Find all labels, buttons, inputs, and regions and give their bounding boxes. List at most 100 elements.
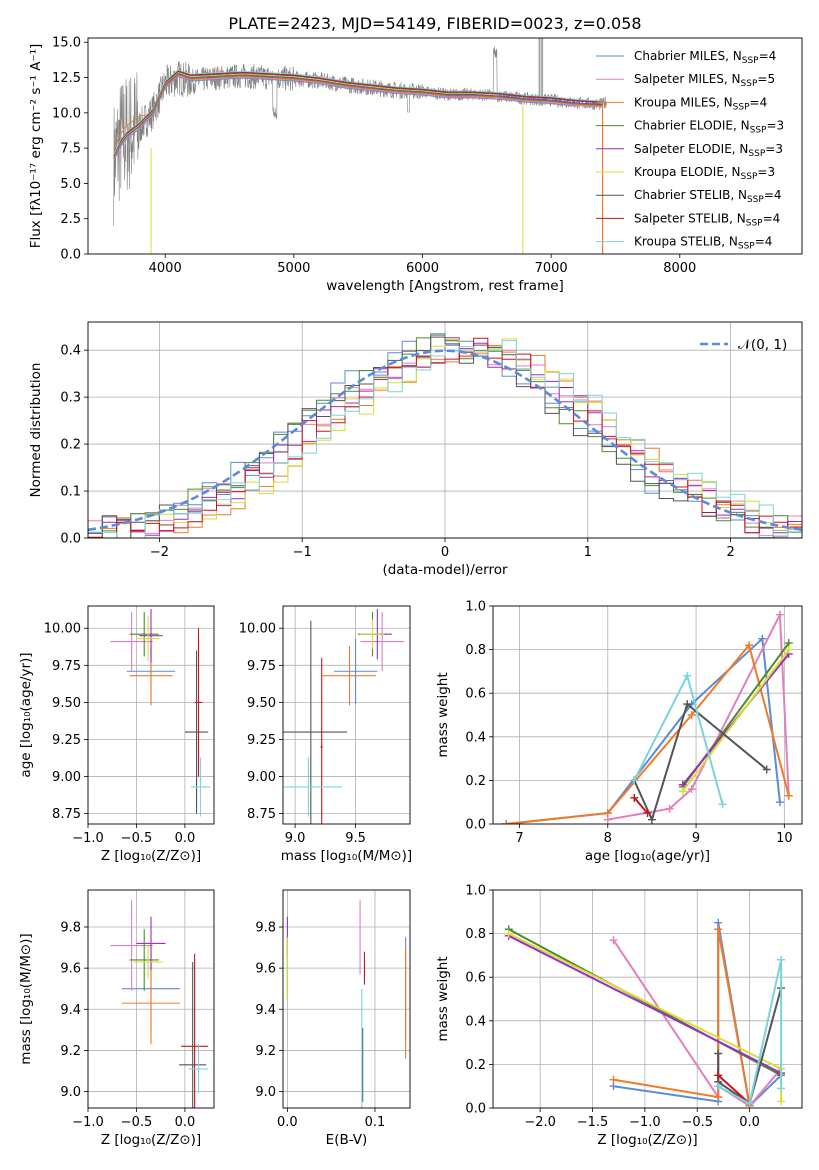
- x-tick-label: 9: [692, 831, 700, 846]
- series-line: [681, 649, 790, 792]
- series-line: [717, 987, 783, 1106]
- model-spectrum-line-0: [113, 76, 577, 162]
- y-tick-label: 9.25: [247, 733, 276, 748]
- plot-frame: [492, 605, 803, 825]
- errorbar-point-5: [360, 619, 385, 650]
- errorbar-point-8: [188, 1044, 209, 1094]
- y-tick-label: 0.0: [465, 1102, 486, 1117]
- x-tick-label: −1.0: [629, 1115, 661, 1130]
- errorbar-point-4: [139, 608, 163, 663]
- x-tick-label: −2.0: [524, 1115, 556, 1130]
- data-point-marker: [603, 809, 612, 818]
- data-point-marker: [609, 936, 618, 945]
- y-tick-label: 0.3: [60, 391, 81, 406]
- legend-entry-suffix: =4: [750, 95, 768, 109]
- data-point-marker: [502, 820, 511, 824]
- legend-entry-subscript: SSP: [741, 79, 758, 89]
- y-tick-label: 0.0: [60, 532, 81, 547]
- y-tick-label: 9.75: [247, 659, 276, 674]
- data-point-marker: [718, 800, 727, 809]
- y-tick-label: 0.8: [465, 927, 486, 942]
- gridlines: [493, 889, 802, 1109]
- series-line: [506, 643, 790, 824]
- x-tick-label: 0.0: [175, 831, 196, 846]
- data-point-marker: [758, 634, 767, 643]
- legend-entry-text: Chabrier ELODIE, N: [634, 119, 750, 133]
- errorbar-point-3: [129, 611, 159, 657]
- errorbar-point-2: [322, 646, 377, 706]
- y-tick-label: 9.4: [255, 1003, 276, 1018]
- data-point-marker: [647, 815, 656, 824]
- series-line: [633, 702, 768, 823]
- x-tick-label: 8000: [663, 261, 696, 276]
- y-tick-label: 0.4: [465, 730, 486, 745]
- legend-entry-text: Salpeter ELODIE, N: [634, 142, 748, 156]
- y-tick-label: 10.0: [52, 106, 81, 121]
- model-spectrum-line-6: [113, 71, 603, 157]
- legend-entry-suffix: =5: [757, 72, 775, 86]
- x-tick-label: −1.0: [72, 1115, 104, 1130]
- errorbar-point-0: [333, 638, 378, 704]
- legend-entry-subscript: SSP: [742, 56, 759, 66]
- mass-weight-series-8: [714, 955, 786, 1108]
- x-tick-label: 7000: [535, 261, 568, 276]
- x-tick-label: 7: [515, 831, 523, 846]
- legend-entry-text: Salpeter STELIB, N: [634, 211, 746, 225]
- legend-entry-text: Kroupa ELODIE, N: [634, 165, 741, 179]
- x-tick-label: 8: [604, 831, 612, 846]
- y-tick-label: 9.50: [52, 696, 81, 711]
- data-point-marker: [630, 793, 639, 802]
- y-tick-label: 0.0: [465, 818, 486, 833]
- legend-entry-suffix: =4: [755, 235, 773, 249]
- y-tick-label: 0.1: [60, 485, 81, 500]
- x-tick-label: 9.5: [345, 831, 366, 846]
- y-tick-label: 9.2: [255, 1044, 276, 1059]
- gridlines: [493, 605, 802, 825]
- x-axis-label: age [log₁₀(age/yr)]: [585, 848, 710, 864]
- y-tick-label: 9.6: [60, 962, 81, 977]
- legend-entry-subscript: SSP: [750, 126, 767, 136]
- legend-entry-suffix: =3: [766, 119, 784, 133]
- y-tick-label: 2.5: [60, 212, 81, 227]
- data-point-marker: [714, 1071, 723, 1080]
- mass-weight-series-2: [502, 641, 793, 824]
- series-line: [506, 636, 781, 824]
- errorbar-point-3: [129, 929, 159, 991]
- y-tick-label: 9.8: [60, 921, 81, 936]
- y-tick-label: 9.8: [255, 921, 276, 936]
- x-tick-label: 10: [776, 831, 793, 846]
- y-tick-label: 0.2: [465, 1058, 486, 1073]
- x-tick-label: −0.5: [121, 1115, 153, 1130]
- age-vs-mass-panel: 9.0 9.5 8.75 9.00 9.25 9.50 9.75 10.00 mass [log…: [239, 605, 412, 864]
- x-tick-label: −1: [293, 545, 312, 560]
- legend-entry-text: Kroupa STELIB, N: [634, 235, 738, 249]
- y-axis-label: mass weight: [435, 672, 451, 757]
- y-tick-label: 1.0: [465, 884, 486, 899]
- y-tick-label: 0.4: [60, 344, 81, 359]
- data-point-marker: [745, 641, 754, 650]
- model-spectrum-line-8: [113, 69, 603, 155]
- x-tick-label: 5000: [277, 261, 310, 276]
- mass-vs-metallicity-panel: −1.0 −0.5 0.0 9.0 9.2 9.4 9.6 9.8 Z [log₁₀(Z/Z⊙)…: [18, 889, 215, 1148]
- legend-entry-subscript: SSP: [733, 102, 750, 112]
- x-tick-label: 4000: [149, 261, 182, 276]
- series-line: [717, 959, 783, 1106]
- mass-weight-vs-metallicity-panel: −2.0 −1.5 −1.0 −0.5 0.0 0.0 0.2 0.4 0.6 0.8 1.0 Z […: [435, 884, 803, 1148]
- series-line: [633, 797, 649, 814]
- residual-histogram-panel: −2 −1 0 1 2 0.0 0.1 0.2 0.3 0.4 (data-model)/error…: [28, 321, 803, 578]
- plot-frame: [87, 321, 803, 539]
- errorbar-point-2: [121, 961, 181, 1045]
- errorbar-point-5: [136, 616, 160, 661]
- mass-weight-series-6: [630, 700, 771, 824]
- errorbar-point-1: [110, 900, 153, 991]
- legend-entry: Salpeter ELODIE, NSSP=3: [634, 142, 783, 159]
- legend-entry-text: Chabrier STELIB, N: [634, 188, 747, 202]
- normal-curve-line: [88, 349, 802, 532]
- y-axis-label: Flux [fλ10⁻¹⁷ erg cm⁻² s⁻¹ A⁻¹]: [28, 44, 44, 249]
- x-axis-label: Z [log₁₀(Z/Z⊙)]: [101, 1132, 201, 1148]
- errorbar-point-1: [360, 611, 404, 672]
- y-tick-label: 9.25: [52, 733, 81, 748]
- model-spectrum-line-4: [113, 72, 603, 159]
- y-tick-label: 9.4: [60, 1003, 81, 1018]
- errorbar-point-6: [184, 650, 209, 814]
